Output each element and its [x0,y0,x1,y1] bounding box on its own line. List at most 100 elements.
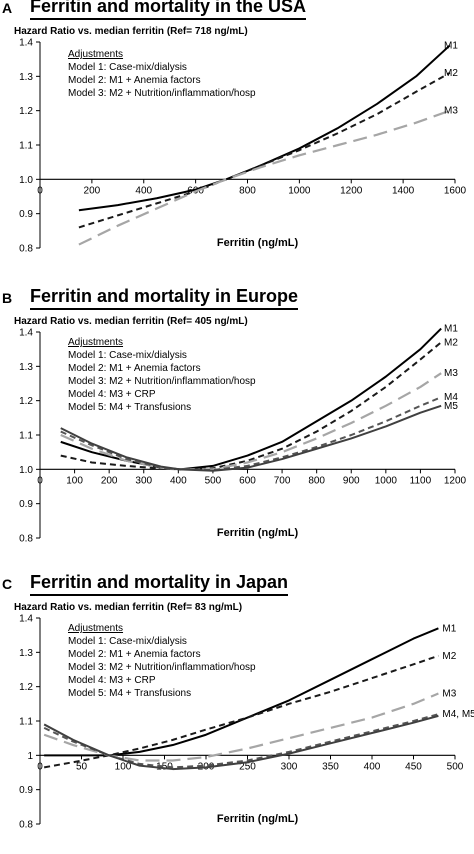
x-tick-label: 1000 [375,475,398,486]
legend-item: Model 1: Case-mix/dialysis [68,62,187,73]
series-end-label: M4, M5 [442,709,474,720]
panel-usa: A Ferritin and mortality in the USA Haza… [0,0,474,278]
y-tick-label: 0.9 [19,785,33,796]
legend: Adjustments Model 1: Case-mix/dialysis M… [68,622,256,700]
y-tick-label: 1.2 [19,106,33,117]
y-tick-label: 1.2 [19,396,33,407]
y-tick-label: 1.4 [19,38,33,49]
legend-item: Model 4: M3 + CRP [68,675,156,686]
series-end-label: M1 [444,40,458,51]
y-tick-label: 1.1 [19,717,33,728]
x-tick-label: 900 [343,475,360,486]
chart-usa: 0.80.91.01.11.21.31.40 200 400 600 800 1000 12… [19,38,467,255]
panel-letter: A [2,0,13,16]
series-line-m3 [43,692,439,762]
y-tick-label: 1.0 [19,465,33,476]
y-tick-label: 0.8 [19,820,33,831]
x-axis-label: Ferritin (ng/mL) [217,237,299,249]
series-end-label: M4 [444,392,458,403]
panel-europe: B Ferritin and mortality in Europe Hazar… [0,286,474,568]
y-tick-label: 1.4 [19,328,33,339]
y-tick-label: 1 [27,751,33,762]
panel-title: Ferritin and mortality in Japan [30,572,289,596]
x-tick-label: 200 [101,475,118,486]
series-end-label: M5 [444,401,458,412]
legend-item: Model 2: M1 + Anemia factors [68,649,201,660]
series-line-m2 [78,72,451,229]
x-tick-label: 0 [37,761,43,772]
x-tick-label: 1200 [444,475,467,486]
x-tick-label: 400 [170,475,187,486]
series-end-label: M1 [442,623,456,634]
x-tick-label: 1200 [340,185,363,196]
series-line-m3 [60,372,442,471]
y-tick-label: 1.4 [19,614,33,625]
panel-title: Ferritin and mortality in Europe [30,286,299,310]
y-tick-label: 0.9 [19,499,33,510]
legend-item: Model 2: M1 + Anemia factors [68,363,201,374]
series-end-label: M2 [444,68,458,79]
legend: Adjustments Model 1: Case-mix/dialysis M… [68,48,256,100]
x-axis-label: Ferritin (ng/mL) [217,527,299,539]
legend-item: Model 3: M2 + Nutrition/inflammation/hos… [68,376,256,387]
series-line-m5 [60,404,442,472]
legend-title: Adjustments [68,49,124,60]
chart-japan: 0.80.911.11.21.31.40 50 100 150 200 250 300 350… [19,614,474,831]
y-tick-label: 1.3 [19,648,33,659]
x-tick-label: 300 [281,761,298,772]
x-tick-label: 0 [37,475,43,486]
x-axis-label: Ferritin (ng/mL) [217,813,299,825]
x-tick-label: 300 [135,475,152,486]
x-tick-label: 250 [239,761,256,772]
legend-item: Model 2: M1 + Anemia factors [68,75,201,86]
x-tick-label: 1000 [288,185,311,196]
panel-subtitle: Hazard Ratio vs. median ferritin (Ref= 8… [14,602,243,613]
series-line-m1 [44,627,439,757]
series-end-label: M3 [444,106,458,117]
x-tick-label: 150 [156,761,173,772]
panel-japan: C Ferritin and mortality in Japan Hazard… [0,572,474,854]
x-tick-label: 450 [405,761,422,772]
legend-item: Model 1: Case-mix/dialysis [68,636,187,647]
panel-subtitle: Hazard Ratio vs. median ferritin (Ref= 4… [14,316,248,327]
panel-letter: B [2,290,13,306]
x-tick-label: 600 [239,475,256,486]
series-end-label: M3 [444,368,458,379]
series-line-m5 [43,714,439,771]
x-tick-label: 700 [274,475,291,486]
x-tick-label: 500 [205,475,222,486]
y-tick-label: 1.1 [19,141,33,152]
x-tick-label: 1100 [410,475,432,486]
legend-item: Model 5: M4 + Transfusions [68,402,192,413]
series-line-m4 [60,396,442,472]
series-line-m4 [43,713,439,769]
series-end-label: M3 [442,689,456,700]
panel-title: Ferritin and mortality in the USA [30,0,307,20]
panel-letter: C [2,576,13,592]
chart-europe: 0.8 0.9 1.0 1.1 1.2 1.3 1.4 0 100 200 300 400 500 600… [19,324,467,545]
legend: Adjustments Model 1: Case-mix/dialysis M… [68,336,256,414]
y-tick-label: 1.2 [19,682,33,693]
x-tick-label: 100 [115,761,132,772]
series-line-m3 [78,109,451,246]
y-tick-label: 1.3 [19,362,33,373]
y-tick-label: 1.3 [19,72,33,83]
series-end-label: M1 [444,324,458,335]
x-tick-label: 100 [66,475,83,486]
x-tick-label: 50 [76,761,88,772]
x-tick-label: 500 [447,761,464,772]
x-tick-label: 1400 [392,185,415,196]
x-tick-label: 400 [135,185,152,196]
x-tick-label: 0 [37,185,43,196]
series-end-label: M2 [442,651,456,662]
series-end-label: M2 [444,337,458,348]
x-tick-label: 800 [239,185,256,196]
legend-item: Model 5: M4 + Transfusions [68,688,192,699]
x-tick-label: 1600 [444,185,467,196]
panel-subtitle: Hazard Ratio vs. median ferritin (Ref= 7… [14,26,248,37]
x-tick-label: 350 [322,761,339,772]
y-tick-label: 0.8 [19,534,33,545]
y-tick-label: 0.8 [19,244,33,255]
legend-title: Adjustments [68,623,124,634]
y-tick-label: 0.9 [19,209,33,220]
